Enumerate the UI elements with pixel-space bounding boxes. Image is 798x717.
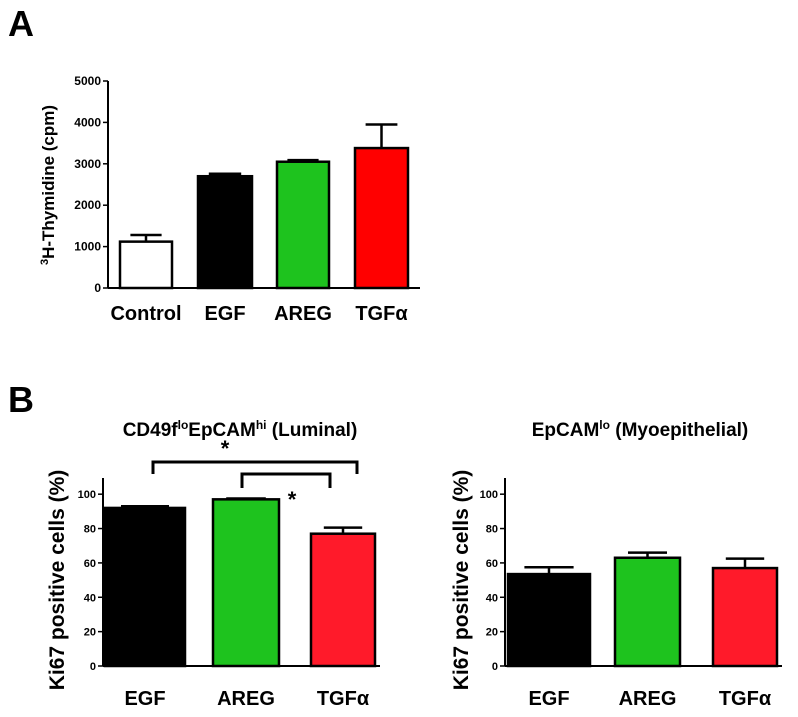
bar-egf — [196, 174, 254, 290]
y-tick-label: 0 — [94, 281, 101, 295]
significance-star: * — [221, 436, 230, 461]
chart-b-left-ylabel: Ki67 positive cells (%) — [46, 470, 69, 691]
y-tick-label: 40 — [486, 592, 498, 604]
x-tick-label: Control — [110, 303, 181, 325]
x-tick-label: TGFα — [719, 688, 772, 710]
bar-areg — [613, 556, 682, 668]
panel-label-a: A — [8, 3, 34, 44]
y-tick-label: 20 — [84, 627, 96, 639]
bar-tgfα — [309, 532, 377, 668]
y-tick-label: 20 — [486, 627, 498, 639]
y-tick-label: 0 — [492, 661, 498, 673]
bar-tgfα — [353, 146, 410, 290]
significance-bracket — [151, 460, 359, 474]
chart-b-right-title: EpCAMlo (Myoepithelial) — [532, 418, 749, 441]
x-tick-label: EGF — [528, 688, 569, 710]
x-tick-label: EGF — [204, 303, 245, 325]
y-tick-label: 4000 — [74, 115, 101, 129]
bar-tgfα — [711, 566, 779, 668]
bar-egf — [103, 506, 187, 668]
x-tick-label: AREG — [619, 688, 677, 710]
x-tick-label: AREG — [274, 303, 332, 325]
significance-star: * — [288, 487, 297, 512]
y-tick-label: 5000 — [74, 74, 101, 88]
bar-areg — [211, 498, 281, 668]
y-tick-label: 100 — [480, 489, 498, 501]
chart-b-right-ylabel: Ki67 positive cells (%) — [450, 470, 473, 691]
y-tick-label: 80 — [84, 524, 96, 536]
y-tick-label: 3000 — [74, 157, 101, 171]
y-tick-label: 2000 — [74, 198, 101, 212]
x-tick-label: TGFα — [355, 303, 408, 325]
y-tick-label: 60 — [84, 558, 96, 570]
panel-label-b: B — [8, 379, 34, 420]
x-tick-label: AREG — [217, 688, 275, 710]
x-tick-label: TGFα — [317, 688, 370, 710]
chart-b-left-title: CD49floEpCAMhi (Luminal) — [123, 418, 358, 441]
y-tick-label: 100 — [78, 489, 96, 501]
bar-areg — [275, 160, 331, 290]
significance-bracket — [240, 472, 332, 488]
y-tick-label: 40 — [84, 592, 96, 604]
y-tick-label: 1000 — [74, 240, 101, 254]
y-tick-label: 0 — [90, 661, 96, 673]
y-tick-label: 60 — [486, 558, 498, 570]
bar-control — [118, 240, 174, 290]
chart-a-ylabel: 3H-Thymidine (cpm) — [39, 105, 58, 265]
y-tick-label: 80 — [486, 524, 498, 536]
bar-egf — [506, 572, 592, 668]
x-tick-label: EGF — [124, 688, 165, 710]
